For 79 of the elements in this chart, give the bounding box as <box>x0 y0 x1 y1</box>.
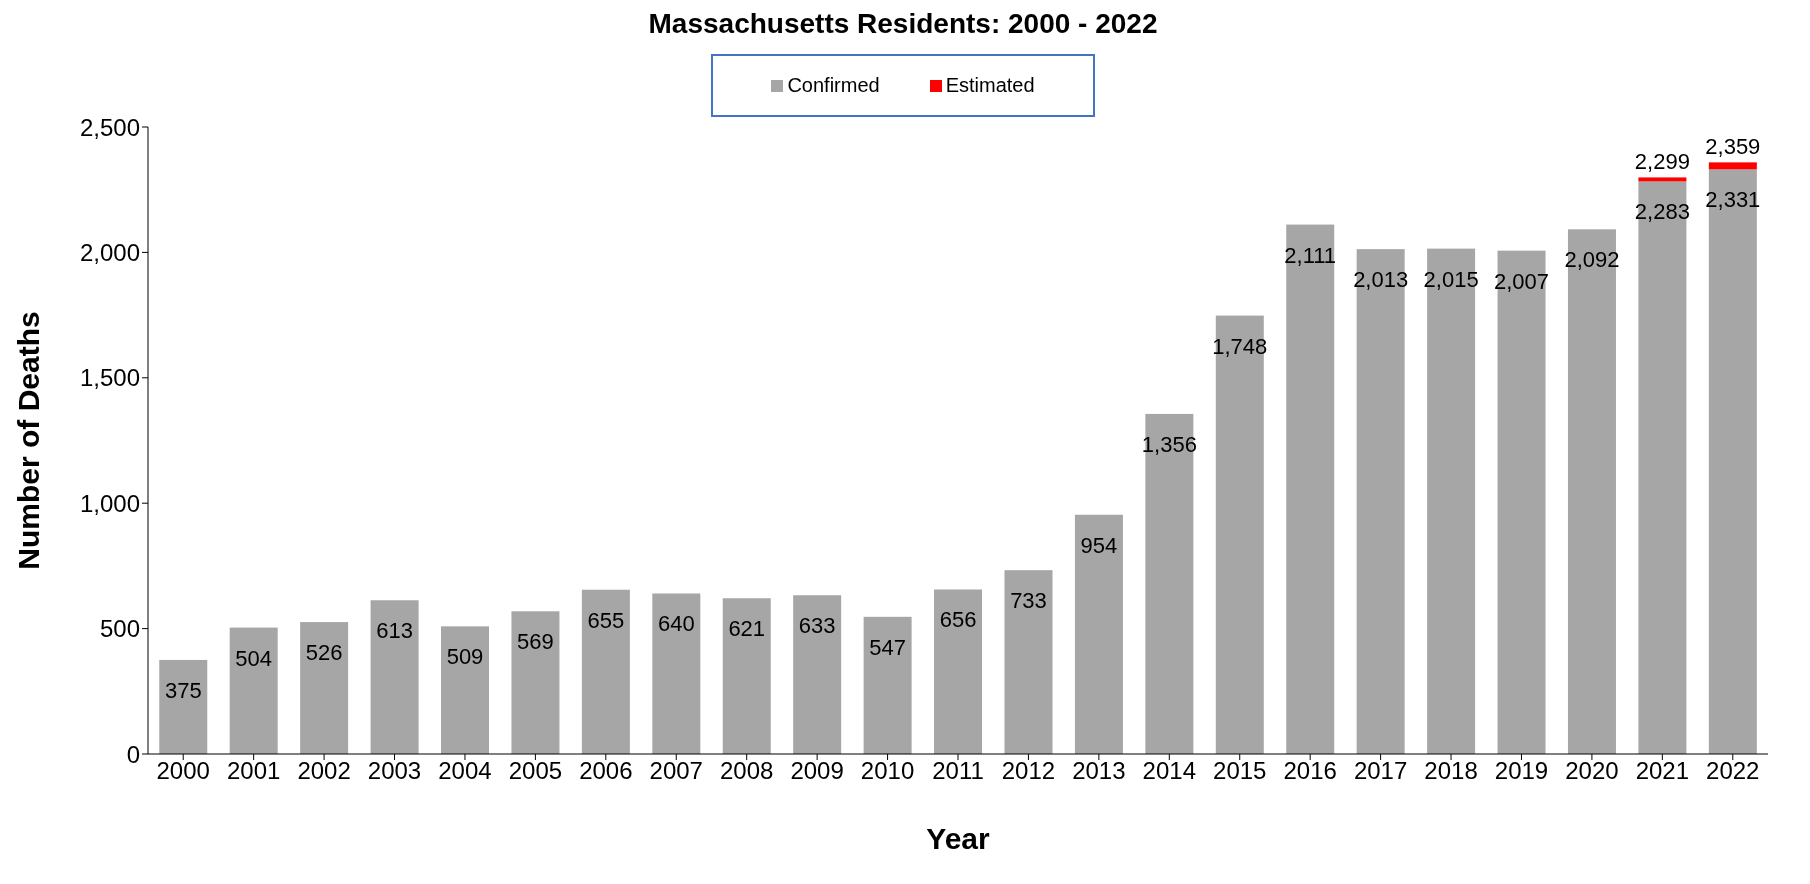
x-tick-label: 2017 <box>1353 757 1408 785</box>
y-tick-label: 1,500 <box>79 364 140 392</box>
x-tick-label: 2021 <box>1635 757 1690 785</box>
bar <box>511 611 560 754</box>
data-label: 504 <box>235 645 273 671</box>
bar <box>1286 224 1335 754</box>
chart-title: Massachusetts Residents: 2000 - 2022 <box>647 8 1159 41</box>
x-tick-label: 2000 <box>156 757 210 785</box>
bar <box>370 600 419 754</box>
bar <box>722 598 771 754</box>
data-label: 2,283 <box>1634 199 1690 225</box>
x-tick-label: 2005 <box>508 757 563 785</box>
bar <box>300 622 349 754</box>
bar <box>581 589 630 754</box>
data-label: 954 <box>1080 532 1118 558</box>
y-tick-label: 500 <box>99 615 140 643</box>
data-label: 613 <box>376 618 413 644</box>
data-label: 2,015 <box>1423 266 1479 292</box>
data-label: 2,092 <box>1564 247 1620 273</box>
x-tick-label: 2018 <box>1424 757 1478 785</box>
y-tick-label: 2,500 <box>79 113 140 141</box>
x-tick-label: 2022 <box>1706 757 1760 785</box>
bar <box>1497 250 1546 754</box>
x-tick-label: 2007 <box>649 757 703 785</box>
x-tick-label: 2014 <box>1142 757 1196 785</box>
data-label: 733 <box>1010 588 1047 614</box>
bar <box>1638 177 1687 182</box>
bar <box>1145 413 1194 754</box>
x-tick-label: 2002 <box>297 757 351 785</box>
x-tick-label: 2001 <box>226 757 281 785</box>
bar <box>793 595 842 754</box>
data-label: 569 <box>517 629 554 655</box>
data-label: 526 <box>305 640 343 666</box>
x-tick-label: 2009 <box>790 757 844 785</box>
x-tick-label: 2019 <box>1494 757 1549 785</box>
bar <box>1074 514 1123 754</box>
data-label: 621 <box>728 616 766 642</box>
bar <box>863 616 912 754</box>
data-label: 655 <box>587 607 625 633</box>
bar <box>1638 181 1687 754</box>
total-label: 2,299 <box>1634 149 1690 175</box>
legend-label: Confirmed <box>786 74 880 97</box>
data-label: 640 <box>657 611 695 637</box>
data-label: 1,356 <box>1141 431 1197 457</box>
y-tick-label: 0 <box>126 740 140 768</box>
data-label: 656 <box>939 607 977 633</box>
x-tick-label: 2015 <box>1213 757 1267 785</box>
y-tick-label: 1,000 <box>79 489 140 517</box>
data-label: 2,331 <box>1705 187 1761 213</box>
y-axis-title: Number of Deaths <box>11 311 45 570</box>
data-label: 1,748 <box>1212 333 1268 359</box>
data-label: 633 <box>798 613 836 639</box>
x-tick-label: 2010 <box>860 757 915 785</box>
data-label: 2,013 <box>1353 267 1409 293</box>
bar <box>441 626 490 754</box>
y-tick-label: 2,000 <box>79 238 140 266</box>
data-label: 547 <box>869 634 906 660</box>
x-tick-label: 2016 <box>1283 757 1337 785</box>
data-label: 375 <box>164 677 202 703</box>
x-tick-label: 2011 <box>932 757 984 785</box>
x-axis-title: Year <box>926 822 991 855</box>
x-tick-label: 2004 <box>438 757 492 785</box>
bar <box>229 627 278 754</box>
bar <box>934 589 983 754</box>
x-tick-label: 2003 <box>367 757 422 785</box>
x-tick-label: 2012 <box>1001 757 1056 785</box>
x-tick-label: 2006 <box>579 757 633 785</box>
x-tick-label: 2008 <box>720 757 774 785</box>
data-label: 509 <box>446 644 484 670</box>
bar <box>159 659 208 754</box>
bar <box>1004 570 1053 754</box>
x-tick-label: 2020 <box>1565 757 1619 785</box>
bar <box>1708 162 1757 170</box>
bar <box>652 593 701 754</box>
data-label: 2,007 <box>1494 268 1550 294</box>
legend-label: Estimated <box>944 74 1035 97</box>
data-label: 2,111 <box>1284 242 1337 268</box>
total-label: 2,359 <box>1705 134 1761 160</box>
x-tick-label: 2013 <box>1072 757 1126 785</box>
